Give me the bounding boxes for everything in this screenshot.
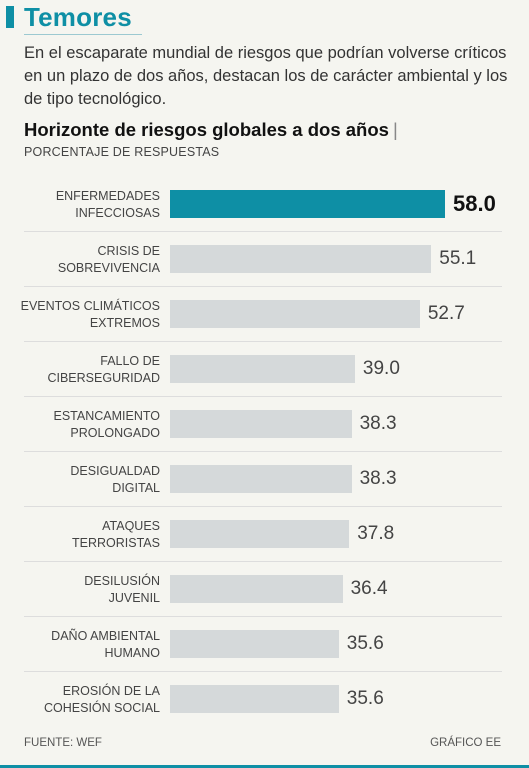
category-label: FALLO DE CIBERSEGURIDAD — [10, 353, 160, 387]
category-label-line: ENFERMEDADES — [55, 189, 160, 203]
category-label: DAÑO AMBIENTAL HUMANO — [10, 628, 160, 662]
title-underline — [24, 34, 142, 35]
category-label: ATAQUES TERRORISTAS — [10, 518, 160, 552]
bar — [170, 190, 445, 218]
value-label: 37.8 — [357, 523, 395, 544]
row-divider — [24, 616, 502, 617]
category-label-line: COHESIÓN SOCIAL — [44, 701, 160, 715]
category-label-line: ATAQUES — [102, 519, 160, 533]
category-label: DESIGUALDAD DIGITAL — [10, 463, 160, 497]
bar — [170, 300, 420, 328]
category-label-line: EVENTOS CLIMÁTICOS — [20, 299, 160, 313]
category-label-line: DAÑO AMBIENTAL — [51, 629, 160, 643]
value-label: 38.3 — [359, 468, 397, 489]
category-label-line: CRISIS DE — [97, 244, 160, 258]
value-label: 35.6 — [346, 633, 384, 654]
row-divider — [24, 561, 502, 562]
category-label-line: DESIGUALDAD — [70, 464, 160, 478]
bar — [170, 520, 350, 548]
category-label-line: ESTANCAMIENTO — [53, 409, 161, 423]
category-label-line: EXTREMOS — [89, 316, 160, 330]
category-label: ESTANCAMIENTO PROLONGADO — [10, 408, 161, 442]
bar — [170, 245, 432, 273]
title-separator: | — [392, 119, 398, 140]
category-label-line: INFECCIOSAS — [75, 206, 160, 220]
row-divider — [24, 286, 502, 287]
page-title: Temores — [24, 2, 132, 32]
category-label-line: HUMANO — [104, 646, 160, 660]
category-label-line: DIGITAL — [112, 481, 160, 495]
category-label-line: TERRORISTAS — [72, 536, 160, 550]
row-divider — [24, 506, 502, 507]
value-label: 52.7 — [427, 303, 465, 324]
row-divider — [24, 671, 502, 672]
value-label: 35.6 — [346, 688, 384, 709]
category-label-line: EROSIÓN DE LA — [62, 684, 160, 698]
category-label-line: CIBERSEGURIDAD — [47, 371, 160, 385]
value-label: 55.1 — [439, 248, 477, 269]
bar — [170, 465, 352, 493]
row-divider — [24, 231, 502, 232]
chart-subtitle: PORCENTAJE DE RESPUESTAS — [24, 145, 220, 159]
category-label-line: SOBREVIVENCIA — [57, 261, 160, 275]
category-label: EVENTOS CLIMÁTICOS EXTREMOS — [10, 298, 160, 332]
bottom-accent-line — [0, 765, 529, 768]
value-label: 38.3 — [359, 413, 397, 434]
credit-note: GRÁFICO EE — [430, 737, 501, 749]
chart-title: Horizonte de riesgos globales a dos años… — [24, 119, 398, 141]
category-label-line: FALLO DE — [100, 354, 160, 368]
bar — [170, 685, 339, 713]
category-label: DESILUSIÓN JUVENIL — [10, 573, 160, 607]
header-accent-bar — [6, 6, 14, 28]
bar — [170, 355, 355, 383]
row-divider — [24, 396, 502, 397]
category-label-line: JUVENIL — [108, 591, 160, 605]
source-note: FUENTE: WEF — [24, 737, 102, 749]
category-label-line: PROLONGADO — [70, 426, 160, 440]
intro-text: En el escaparate mundial de riesgos que … — [24, 44, 508, 108]
chart-title-text: Horizonte de riesgos globales a dos años — [24, 119, 389, 140]
value-label: 36.4 — [350, 578, 388, 599]
category-label-line: DESILUSIÓN — [84, 574, 160, 588]
category-label: ENFERMEDADES INFECCIOSAS — [10, 188, 160, 222]
value-label: 58.0 — [453, 191, 496, 216]
bar — [170, 575, 343, 603]
category-label: CRISIS DE SOBREVIVENCIA — [10, 243, 160, 277]
row-divider — [24, 451, 502, 452]
value-label: 39.0 — [362, 358, 400, 379]
category-label: EROSIÓN DE LA COHESIÓN SOCIAL — [10, 683, 160, 717]
row-divider — [24, 341, 502, 342]
bar — [170, 410, 352, 438]
bar — [170, 630, 339, 658]
